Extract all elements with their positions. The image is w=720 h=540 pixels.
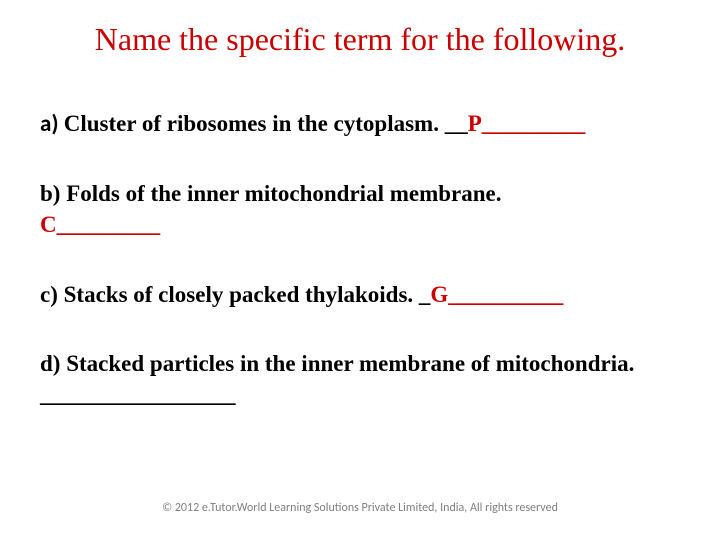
slide-container: Name the specific term for the following…: [0, 0, 720, 540]
question-c: c) Stacks of closely packed thylakoids. …: [40, 279, 680, 310]
question-b-label: b): [40, 181, 66, 206]
question-a: a) Cluster of ribosomes in the cytoplasm…: [40, 108, 680, 140]
question-b-hint: C_________: [40, 212, 160, 237]
question-c-label: c): [40, 282, 64, 307]
question-a-hint: P_________: [468, 111, 586, 136]
question-a-text: Cluster of ribosomes in the cytoplasm. _…: [64, 111, 468, 136]
copyright-footer: © 2012 e.Tutor.World Learning Solutions …: [0, 501, 720, 515]
question-b: b) Folds of the inner mitochondrial memb…: [40, 178, 680, 240]
question-c-hint: G__________: [430, 282, 563, 307]
question-b-text: Folds of the inner mitochondrial membran…: [66, 181, 501, 206]
question-d-label: d): [40, 351, 66, 376]
slide-title: Name the specific term for the following…: [40, 20, 680, 58]
question-d: d) Stacked particles in the inner membra…: [40, 348, 680, 410]
question-a-label: a): [40, 110, 64, 138]
question-c-text: Stacks of closely packed thylakoids. _: [64, 282, 431, 307]
question-d-text: Stacked particles in the inner membrane …: [40, 351, 634, 407]
